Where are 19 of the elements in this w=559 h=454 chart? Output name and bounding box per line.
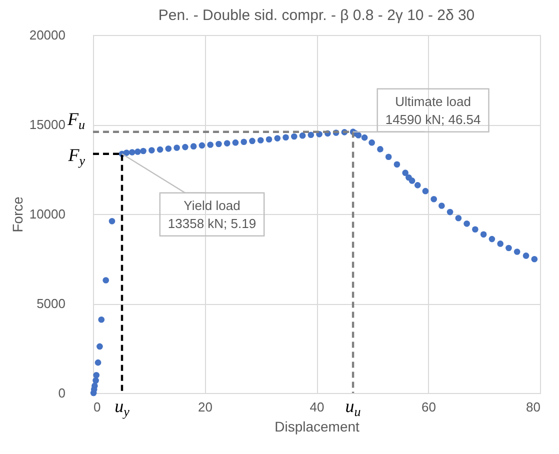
x-tick-label: 0 <box>94 400 101 414</box>
y-axis-title: Force <box>9 196 26 232</box>
x-axis-title: Displacement <box>274 418 360 434</box>
x-tick-label: 40 <box>310 400 324 414</box>
annotation: u$_{y}$ <box>114 396 130 419</box>
y-tick-label: 20000 <box>29 28 66 42</box>
annotation: F$_{y}$ <box>67 144 86 168</box>
x-tick-label: 60 <box>422 400 436 414</box>
annotation: Yield load 13358 kN; 5.19 <box>168 198 256 231</box>
y-tick-label: 5000 <box>36 296 66 311</box>
y-tick-label: 10000 <box>29 206 66 222</box>
x-tick-label: 20 <box>198 400 212 414</box>
x-tick-label: 80 <box>526 400 540 414</box>
y-tick-label: 0 <box>58 386 66 400</box>
annotation: Ultimate load 14590 kN; 46.54 <box>385 94 481 127</box>
y-tick-label: 15000 <box>29 117 66 132</box>
annotation: F$_{u}$ <box>66 108 86 132</box>
annotation: u$_{u}$ <box>345 396 362 419</box>
chart-title: Pen. - Double sid. compr. - β 0.8 - 2γ 10 - 2δ 30 <box>158 7 475 24</box>
